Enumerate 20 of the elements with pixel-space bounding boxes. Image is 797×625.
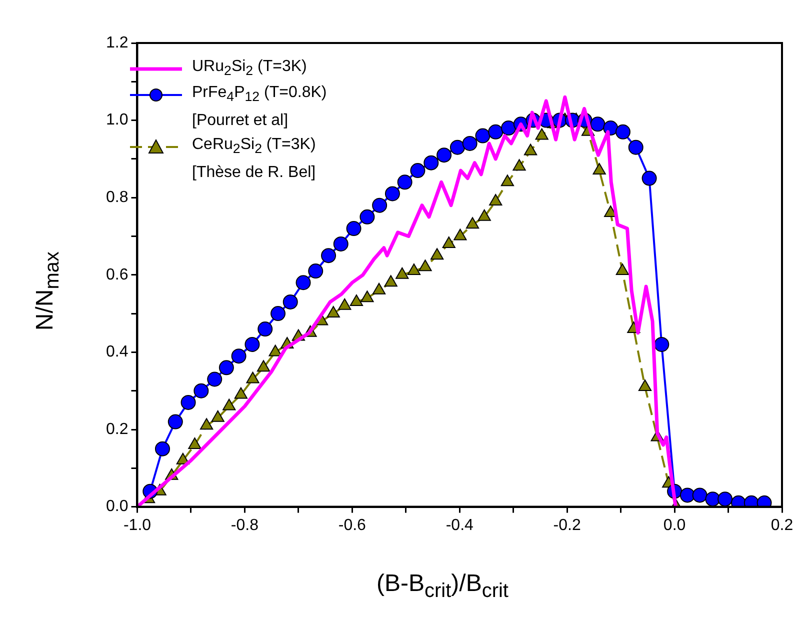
y-tick-label: 0.2 xyxy=(106,420,128,438)
x-tick-label: 0.0 xyxy=(663,516,686,534)
x-axis-title: (B-B$_{crit}$)/B$_{crit}$ xyxy=(375,570,510,603)
x-tick-label: -0.2 xyxy=(553,516,581,534)
legend-label: CeRu$_{2}$Si$_{2}$ (T=3K) xyxy=(192,134,316,158)
x-tick-label: -0.4 xyxy=(446,516,474,534)
y-tick-label: 0.8 xyxy=(106,189,128,206)
x-tick-label: 0.2 xyxy=(770,516,794,534)
x-tick-label: -0.8 xyxy=(230,516,259,534)
x-tick-label: -0.6 xyxy=(338,516,366,534)
y-tick-label: 1.2 xyxy=(106,34,128,52)
y-tick-label: 0.0 xyxy=(106,498,128,516)
legend-label: PrFe$_{4}$P$_{12}$ (T=0.8K) xyxy=(192,82,327,106)
y-tick-label: 0.6 xyxy=(106,266,128,284)
y-tick-label: 0.4 xyxy=(106,344,128,361)
y-tick-label: 1.0 xyxy=(106,112,128,129)
annotation: [Thèse de R. Bel] xyxy=(192,163,317,183)
annotation: [Pourret et al] xyxy=(192,111,290,131)
legend-label: URu$_{2}$Si$_{2}$ (T=3K) xyxy=(192,56,307,80)
x-tick-label: -1.0 xyxy=(123,516,152,534)
